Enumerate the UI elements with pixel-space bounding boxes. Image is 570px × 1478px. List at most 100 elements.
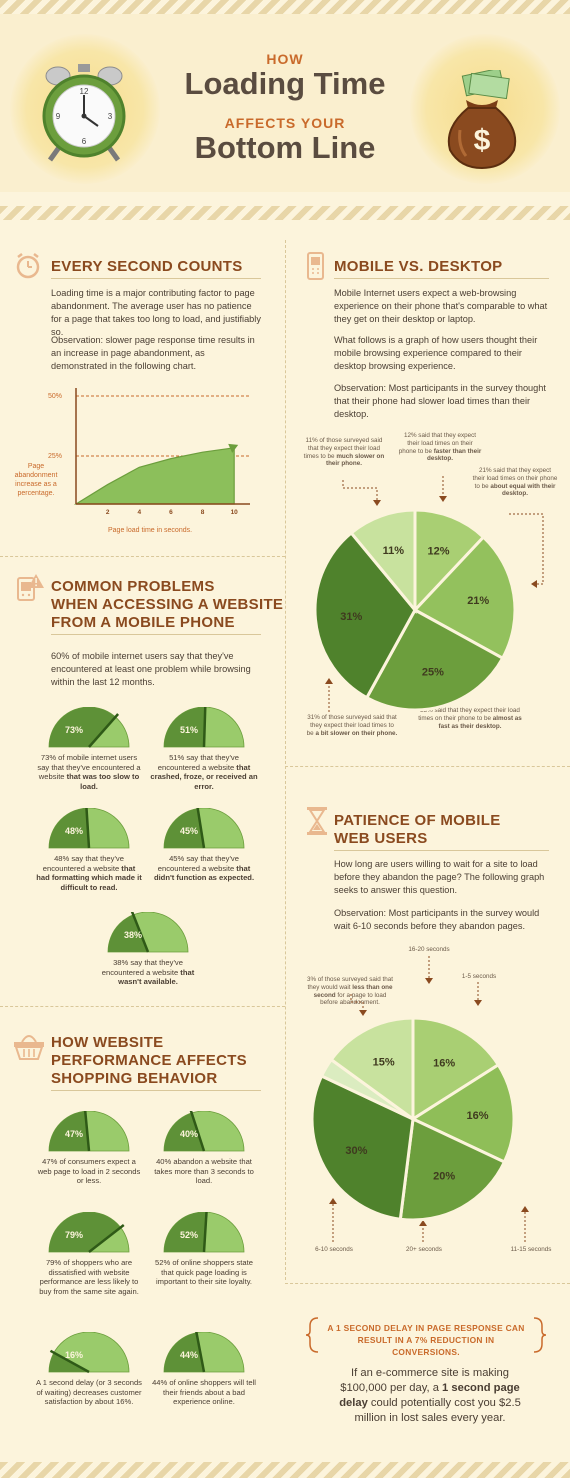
gauge-label: 51% (180, 725, 198, 735)
patience-heading-2: WEB USERS (334, 830, 428, 847)
gauge-caption: 73% of mobile internet users say that th… (37, 753, 141, 791)
every-second-p2: Observation: slower page response time r… (51, 335, 255, 371)
gauge: 40% 40% abandon a website that takes more… (154, 1111, 270, 1201)
header-stripe (0, 206, 570, 220)
gauge-label: 52% (180, 1230, 198, 1240)
pie-slice-label: 16% (466, 1110, 488, 1122)
hourglass-icon (307, 807, 327, 835)
pie-slice-label: 16% (433, 1057, 455, 1069)
gauge: 52% 52% of online shoppers state that qui… (155, 1212, 270, 1302)
svg-text:3: 3 (108, 112, 113, 121)
svg-text:12: 12 (80, 87, 89, 96)
label-20-plus-seconds: 20+ seconds (406, 1246, 442, 1253)
gauge-label: 44% (180, 1350, 198, 1360)
gauge-needle (85, 808, 91, 849)
title-loading-time: Loading Time (184, 66, 386, 101)
gauge-fill (164, 1332, 204, 1372)
patience-pie: 16% 16% 20% 30% 15% (310, 1016, 516, 1222)
alarm-clock-icon: 12 6 9 3 (42, 64, 126, 162)
gauge: 47% 47% of consumers expect a web page to… (38, 1111, 155, 1201)
gauge-label: 48% (65, 826, 83, 836)
x-tick-label: 6 (169, 509, 173, 516)
common-problems-rule (51, 634, 261, 635)
gauge: 51% 51% say that they've encountered a we… (150, 707, 270, 797)
mobile-desktop-p1: Mobile Internet users expect a web-brows… (334, 288, 548, 324)
pie-slice-label: 21% (467, 595, 489, 607)
gauge: 44% 44% of online shoppers will tell thei… (152, 1332, 270, 1422)
pie-slice (411, 1016, 501, 1122)
money-bag-icon: $ (447, 70, 517, 170)
gauge-caption: 52% of online shoppers state that quick … (155, 1258, 253, 1286)
y-tick-label: 50% (48, 393, 62, 400)
shopping-heading-1: HOW WEBSITE (51, 1034, 164, 1051)
common-problems-heading-3: FROM A MOBILE PHONE (51, 614, 235, 631)
title-how: HOW (266, 51, 304, 67)
mobile-desktop-heading: MOBILE VS. DESKTOP (334, 258, 503, 275)
pie-slice-label: 11% (383, 545, 405, 557)
shopping-basket-icon (14, 1035, 44, 1060)
x-tick-label: 2 (106, 509, 110, 516)
pie-slice-label: 12% (428, 545, 450, 557)
shopping-heading-3: SHOPPING BEHAVIOR (51, 1070, 218, 1087)
pie-slice (313, 530, 417, 700)
gauge-caption: 45% say that they've encountered a websi… (153, 854, 255, 882)
note-3pct: 3% of those surveyed said that they woul… (306, 976, 394, 1007)
patience-rule (334, 850, 549, 851)
label-11-15-seconds: 11-15 seconds (510, 1246, 552, 1253)
pie-slice-label: 20% (433, 1171, 455, 1183)
pie-slice (413, 508, 486, 614)
patience-p1: How long are users willing to wait for a… (334, 859, 545, 895)
pie-slice (329, 1016, 415, 1122)
gauge-needle (202, 1212, 208, 1253)
quote-brackets (306, 1317, 546, 1353)
gauge-caption: 51% say that they've encountered a websi… (150, 753, 258, 791)
top-stripe (0, 0, 570, 14)
mobile-desktop-p2: What follows is a graph of how users tho… (334, 335, 538, 371)
mobile-desktop-pie: 12% 21% 25% 31% 11% (313, 508, 517, 712)
common-problems-heading-2: WHEN ACCESSING A WEBSITE (51, 596, 284, 613)
gauge-caption: 48% say that they've encountered a websi… (36, 854, 142, 892)
gauge-fill (49, 707, 116, 747)
clock-outline-icon (16, 253, 40, 279)
mobile-desktop-p3: Observation: Most participants in the su… (334, 383, 546, 419)
svg-text:9: 9 (56, 112, 61, 121)
mobile-desktop-rule (334, 278, 549, 279)
divider-1 (0, 556, 285, 557)
gauge-chart: 45% (163, 808, 245, 849)
title-bottom-line: Bottom Line (194, 130, 376, 165)
x-tick-label: 8 (201, 509, 205, 516)
patience-heading-1: PATIENCE OF MOBILE (334, 812, 501, 829)
gauge: 79% 79% of shoppers who are dissatisfied … (39, 1212, 155, 1302)
shopping-heading-2: PERFORMANCE AFFECTS (51, 1052, 247, 1069)
gauge-chart: 40% (163, 1111, 245, 1152)
gauge-needle (202, 707, 207, 748)
gauge: 45% 45% say that they've encountered a we… (154, 808, 270, 898)
common-problems-heading-1: COMMON PROBLEMS (51, 578, 215, 595)
gauge-chart: 52% (163, 1212, 245, 1253)
divider-3 (285, 766, 570, 767)
every-second-p1: Loading time is a major contributing fac… (51, 288, 261, 337)
gauge-chart: 16% (48, 1332, 130, 1374)
gauge-label: 73% (65, 725, 83, 735)
chart-y-label: Page abandonment increase as a percentag… (14, 463, 58, 497)
patience-p2: Observation: Most participants in the su… (334, 908, 540, 931)
x-tick-label: 4 (137, 509, 141, 516)
gauge-fill (49, 1212, 121, 1252)
gauge-caption: 79% of shoppers who are dissatisfied wit… (39, 1258, 139, 1296)
gauge-needle (88, 713, 120, 748)
gauge-label: 47% (65, 1129, 83, 1139)
mobile-phone-icon (307, 252, 324, 280)
gauge-label: 45% (180, 826, 198, 836)
column-divider (285, 240, 286, 1280)
gauge-fill (49, 808, 89, 848)
gauge: 48% 48% say that they've encountered a we… (36, 808, 155, 898)
abandonment-chart: 2 4 6 8 10 50% 25% (48, 388, 250, 516)
gauge-caption: A 1 second delay (or 3 seconds of waitin… (36, 1378, 142, 1406)
bottom-stripe (0, 1462, 570, 1478)
gauge-fill (108, 914, 148, 952)
gauge-needle (88, 1224, 125, 1253)
note-25pct: 25% said that they expect their load tim… (418, 707, 522, 730)
gauge-caption: 40% abandon a website that takes more th… (154, 1157, 254, 1185)
pie-slice (412, 534, 517, 661)
y-tick-label: 25% (48, 453, 62, 460)
